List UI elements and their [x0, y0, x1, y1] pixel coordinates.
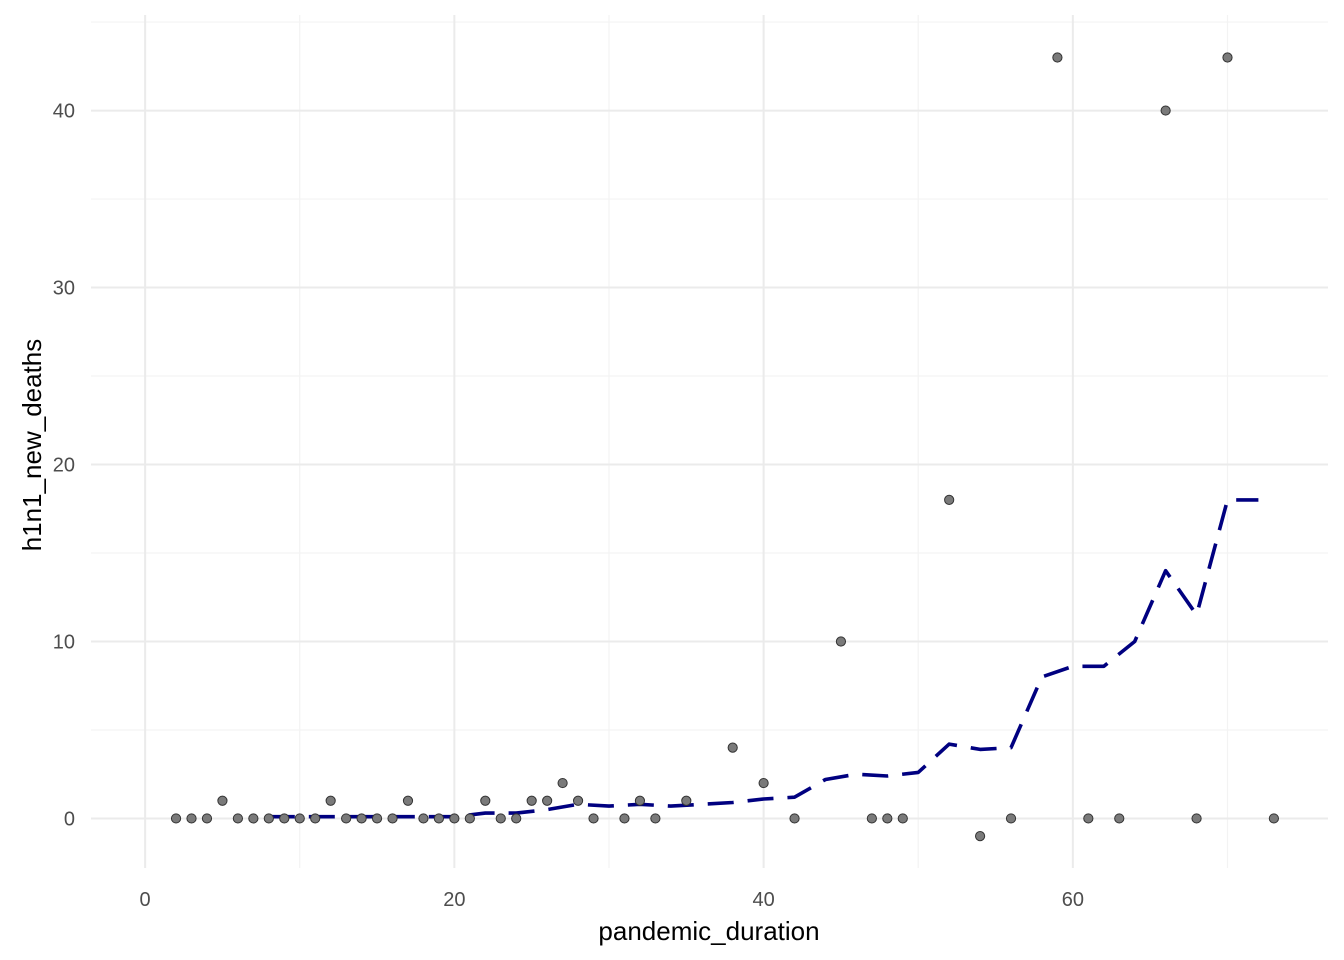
data-point	[371, 813, 383, 824]
data-point	[882, 813, 893, 824]
data-point	[387, 813, 398, 824]
data-point	[1005, 813, 1017, 824]
data-point	[866, 813, 877, 824]
data-point	[511, 813, 522, 824]
data-point	[433, 813, 445, 824]
data-point	[526, 795, 537, 806]
major-gridlines	[91, 15, 1328, 868]
data-point	[325, 795, 336, 806]
data-point	[279, 813, 290, 824]
y-axis-tick-labels: 0 10 20 30 40	[53, 101, 75, 831]
data-point	[402, 795, 414, 806]
data-point	[294, 813, 305, 824]
data-point	[897, 813, 908, 824]
data-point	[418, 813, 429, 824]
data-point	[681, 795, 692, 806]
data-point	[974, 831, 986, 842]
x-tick-label: 40	[752, 889, 774, 911]
x-tick-label: 0	[140, 889, 151, 911]
x-axis-tick-labels: 0 20 40 60	[140, 889, 1084, 911]
data-point	[789, 813, 800, 824]
data-point	[1114, 813, 1125, 824]
y-tick-label: 40	[53, 101, 75, 123]
x-tick-label: 20	[443, 889, 465, 911]
data-point	[1268, 813, 1279, 824]
y-tick-label: 30	[53, 278, 75, 300]
data-point	[217, 795, 228, 806]
data-point	[480, 795, 491, 806]
data-point	[944, 494, 955, 506]
data-point	[495, 813, 506, 824]
x-tick-label: 60	[1062, 889, 1084, 911]
y-tick-label: 20	[53, 455, 75, 477]
x-axis-title: pandemic_duration	[598, 916, 819, 946]
data-point	[1222, 52, 1233, 63]
data-point	[248, 813, 259, 824]
data-point	[634, 795, 646, 806]
data-points	[170, 52, 1279, 842]
data-point	[310, 813, 321, 824]
data-point	[232, 813, 243, 824]
data-point	[727, 742, 738, 753]
data-point	[186, 813, 197, 824]
y-axis-title: h1n1_new_deaths	[17, 339, 47, 552]
data-point	[263, 813, 274, 824]
data-point	[588, 813, 599, 824]
data-point	[557, 777, 568, 789]
data-point	[356, 813, 367, 824]
trend-line-group	[268, 498, 1259, 819]
y-tick-label: 10	[53, 631, 75, 653]
data-point	[758, 777, 769, 789]
data-point	[572, 795, 584, 806]
data-point	[1160, 105, 1171, 116]
data-point	[341, 813, 352, 824]
y-tick-label: 0	[64, 808, 75, 830]
data-point	[650, 813, 661, 824]
data-point	[619, 813, 630, 824]
data-point	[835, 636, 847, 647]
data-point	[1191, 813, 1202, 824]
data-point	[201, 813, 213, 824]
trend-line	[268, 498, 1259, 819]
data-point	[170, 813, 182, 824]
data-point	[449, 813, 460, 824]
minor-gridlines	[91, 15, 1328, 868]
data-point	[542, 795, 553, 806]
data-point	[1083, 813, 1094, 824]
data-point	[464, 813, 475, 824]
data-point	[1052, 52, 1063, 63]
